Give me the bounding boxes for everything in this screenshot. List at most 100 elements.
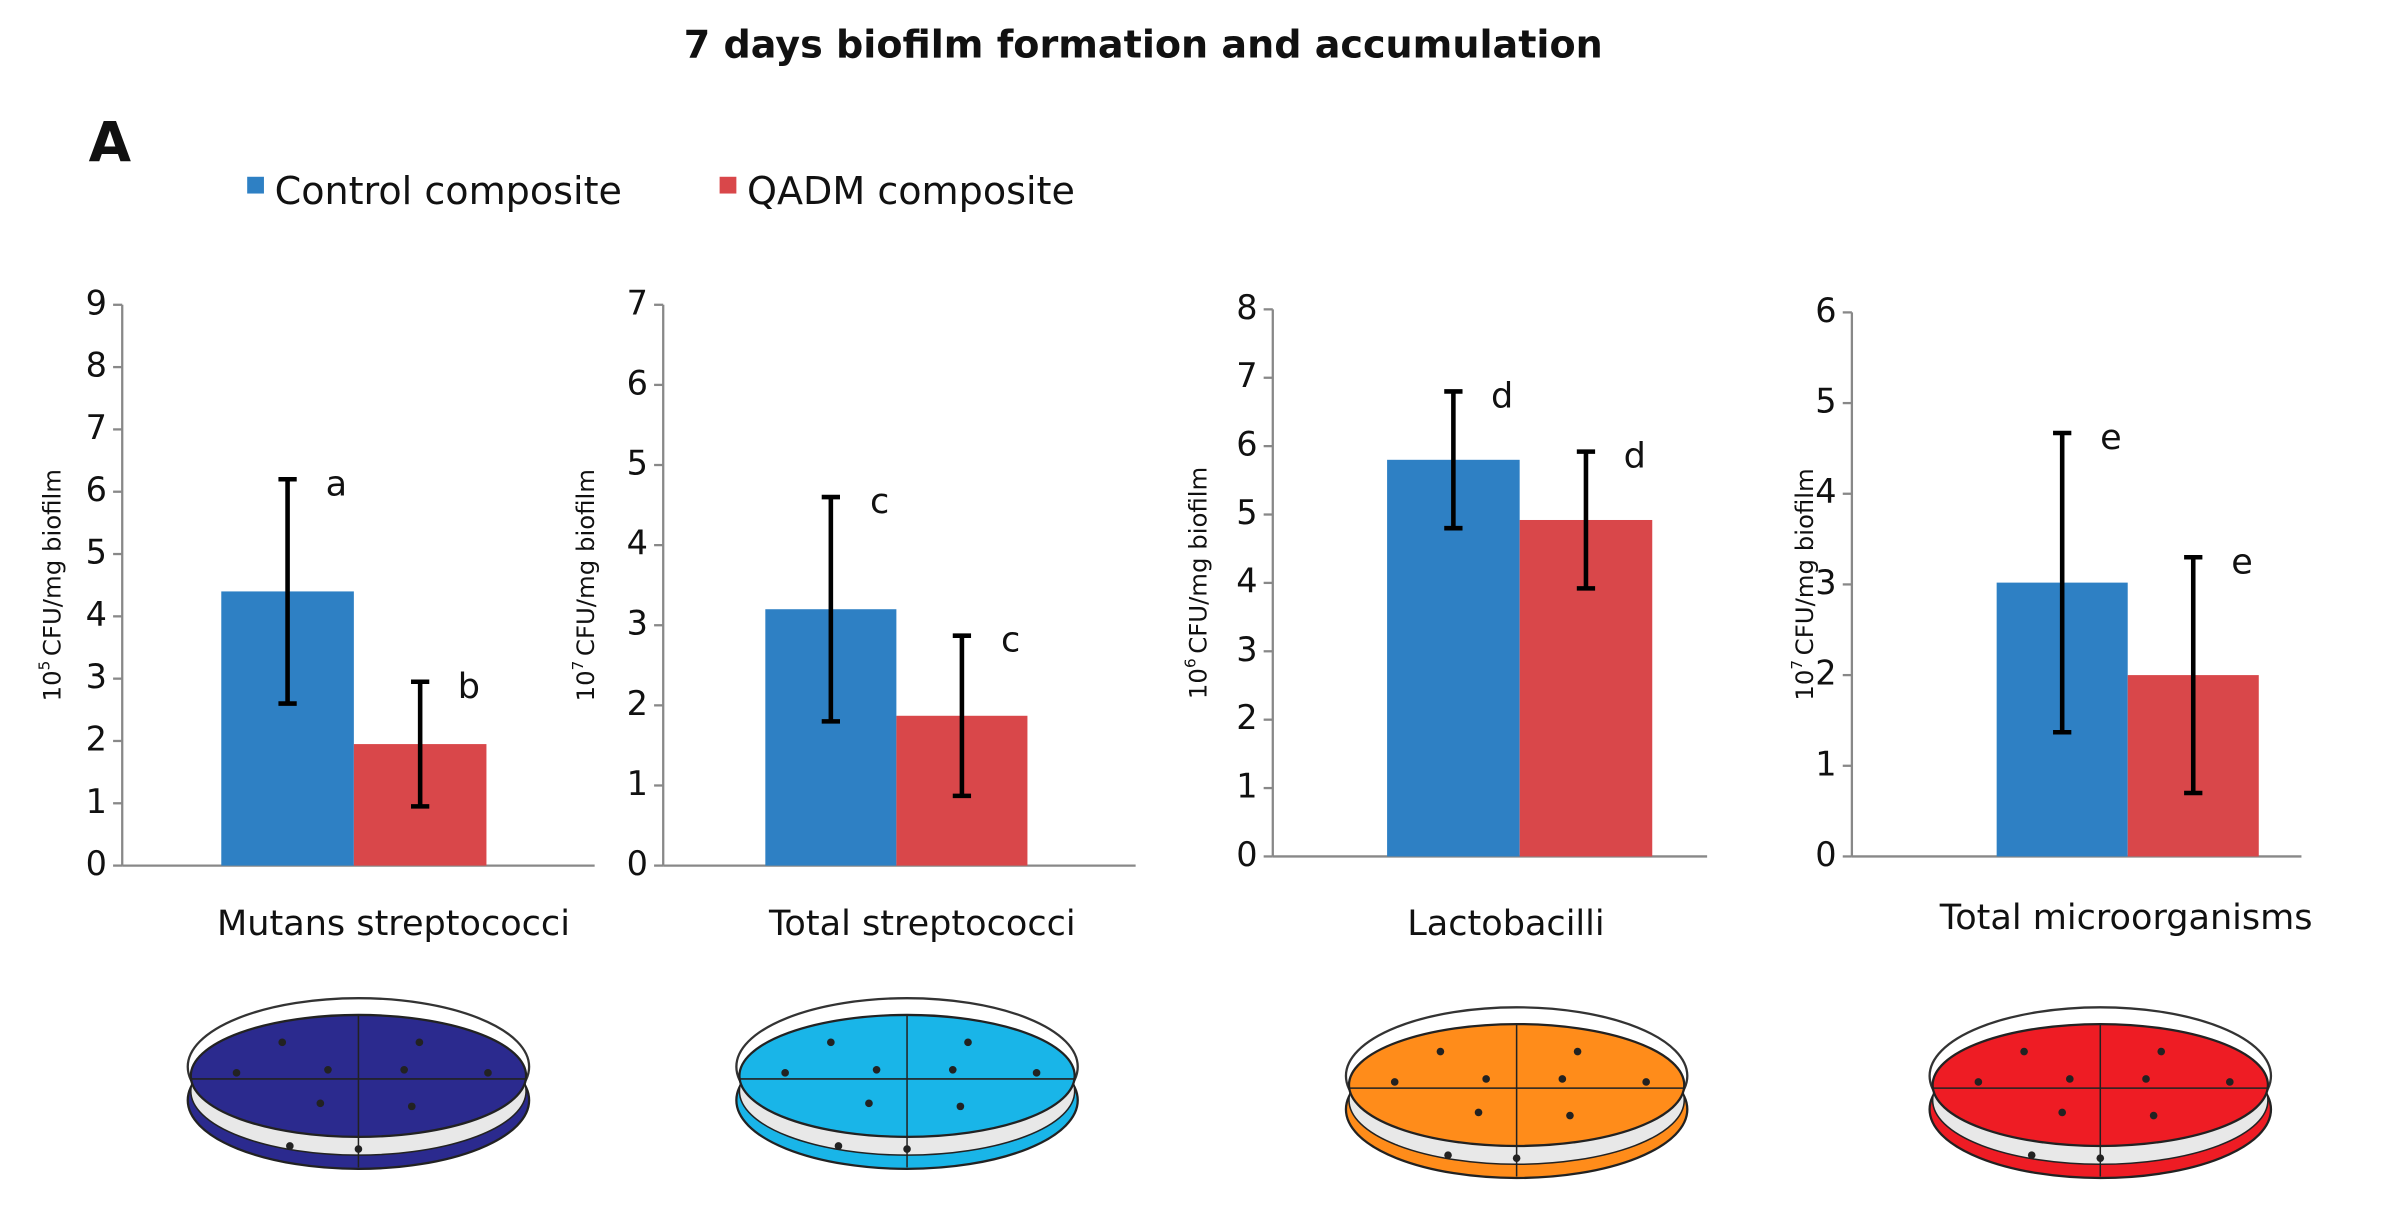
- colony: [415, 1038, 424, 1047]
- significance-label: a: [326, 463, 347, 504]
- y-tick-label: 1: [1236, 767, 1257, 806]
- colony: [1566, 1111, 1574, 1120]
- category-label: Lactobacilli: [1407, 903, 1604, 944]
- colony: [1436, 1047, 1445, 1056]
- significance-label: e: [2231, 541, 2253, 582]
- significance-label: d: [1491, 376, 1513, 417]
- colony: [2027, 1151, 2036, 1159]
- y-tick-label: 4: [1815, 472, 1836, 511]
- colony: [834, 1142, 843, 1150]
- colony: [964, 1038, 972, 1047]
- y-axis-label: 105 CFU/mg biofilm: [35, 469, 67, 701]
- y-label-base: 10: [1790, 670, 1819, 701]
- colony: [1573, 1047, 1582, 1056]
- y-tick-label: 4: [1236, 561, 1257, 600]
- category-label: Mutans streptococci: [217, 903, 570, 944]
- y-tick-label: 0: [1236, 835, 1257, 874]
- legend-swatch: [719, 176, 737, 194]
- colony: [1474, 1108, 1483, 1117]
- y-tick-label: 8: [86, 346, 107, 385]
- y-tick-label: 5: [627, 444, 648, 483]
- colony: [2065, 1075, 2074, 1083]
- y-tick-label: 1: [627, 764, 648, 803]
- y-tick-label: 2: [627, 684, 648, 723]
- colony: [1512, 1154, 1521, 1162]
- legend-label: Control composite: [275, 169, 622, 213]
- colony: [2226, 1078, 2234, 1086]
- colony: [278, 1038, 287, 1047]
- colony: [232, 1069, 241, 1077]
- y-axis-label: 106 CFU/mg biofilm: [1181, 467, 1213, 699]
- colony: [872, 1065, 881, 1074]
- colony: [1974, 1078, 1983, 1086]
- significance-label: c: [1001, 620, 1020, 661]
- y-tick-label: 3: [1815, 563, 1836, 602]
- y-tick-label: 4: [627, 524, 648, 563]
- colony: [2157, 1047, 2166, 1056]
- y-tick-label: 5: [1236, 493, 1257, 532]
- y-tick-label: 5: [1815, 382, 1836, 421]
- y-tick-label: 0: [86, 844, 107, 883]
- y-tick-label: 9: [86, 283, 107, 322]
- y-label-exponent: 6: [1181, 658, 1199, 668]
- y-tick-label: 1: [86, 782, 107, 821]
- y-tick-label: 0: [1815, 835, 1836, 874]
- colony: [324, 1065, 332, 1074]
- y-tick-label: 2: [1815, 654, 1836, 693]
- y-tick-label: 5: [86, 533, 107, 572]
- colony: [2020, 1047, 2028, 1056]
- significance-label: d: [1624, 436, 1646, 477]
- colony: [2058, 1108, 2066, 1117]
- legend-swatch: [247, 176, 264, 194]
- y-tick-label: 7: [627, 283, 648, 322]
- y-tick-label: 7: [86, 408, 107, 447]
- y-axis-label: 107 CFU/mg biofilm: [1788, 468, 1820, 700]
- y-label-exponent: 7: [1788, 660, 1806, 670]
- y-label-base: 10: [571, 670, 600, 701]
- y-tick-label: 6: [627, 363, 648, 402]
- y-label-unit: CFU/mg biofilm: [38, 469, 67, 656]
- colony: [286, 1142, 294, 1150]
- colony: [948, 1065, 957, 1074]
- significance-label: b: [458, 666, 480, 707]
- y-tick-label: 4: [86, 595, 107, 634]
- y-label-exponent: 5: [35, 661, 53, 671]
- y-tick-label: 2: [86, 719, 107, 758]
- colony: [354, 1145, 363, 1153]
- colony: [1390, 1078, 1399, 1086]
- y-label-base: 10: [1184, 668, 1213, 699]
- y-tick-label: 8: [1236, 288, 1257, 327]
- y-label-base: 10: [38, 670, 67, 701]
- y-tick-label: 3: [1236, 630, 1257, 669]
- figure-title: 7 days biofilm formation and accumulatio…: [684, 23, 1603, 67]
- legend-label: QADM composite: [747, 169, 1075, 213]
- y-axis-label: 107 CFU/mg biofilm: [568, 469, 600, 701]
- colony: [2149, 1111, 2158, 1120]
- colony: [956, 1102, 965, 1111]
- y-tick-label: 3: [86, 657, 107, 696]
- colony: [400, 1065, 408, 1074]
- y-tick-label: 6: [86, 470, 107, 509]
- colony: [903, 1145, 911, 1153]
- significance-label: c: [870, 481, 889, 522]
- y-tick-label: 3: [627, 604, 648, 643]
- y-tick-label: 6: [1815, 291, 1836, 330]
- significance-label: e: [2100, 417, 2122, 458]
- colony: [1558, 1075, 1567, 1083]
- colony: [827, 1038, 835, 1047]
- category-label: Total streptococci: [768, 903, 1076, 944]
- y-label-exponent: 7: [568, 661, 586, 671]
- colony: [484, 1069, 492, 1077]
- colony: [316, 1099, 325, 1108]
- colony: [865, 1099, 873, 1108]
- panel-label: A: [89, 110, 132, 174]
- colony: [1444, 1151, 1452, 1159]
- y-label-unit: CFU/mg biofilm: [1184, 467, 1213, 654]
- colony: [2142, 1075, 2150, 1083]
- colony: [1032, 1069, 1041, 1077]
- colony: [1642, 1078, 1650, 1086]
- y-label-unit: CFU/mg biofilm: [571, 469, 600, 656]
- colony: [407, 1102, 416, 1111]
